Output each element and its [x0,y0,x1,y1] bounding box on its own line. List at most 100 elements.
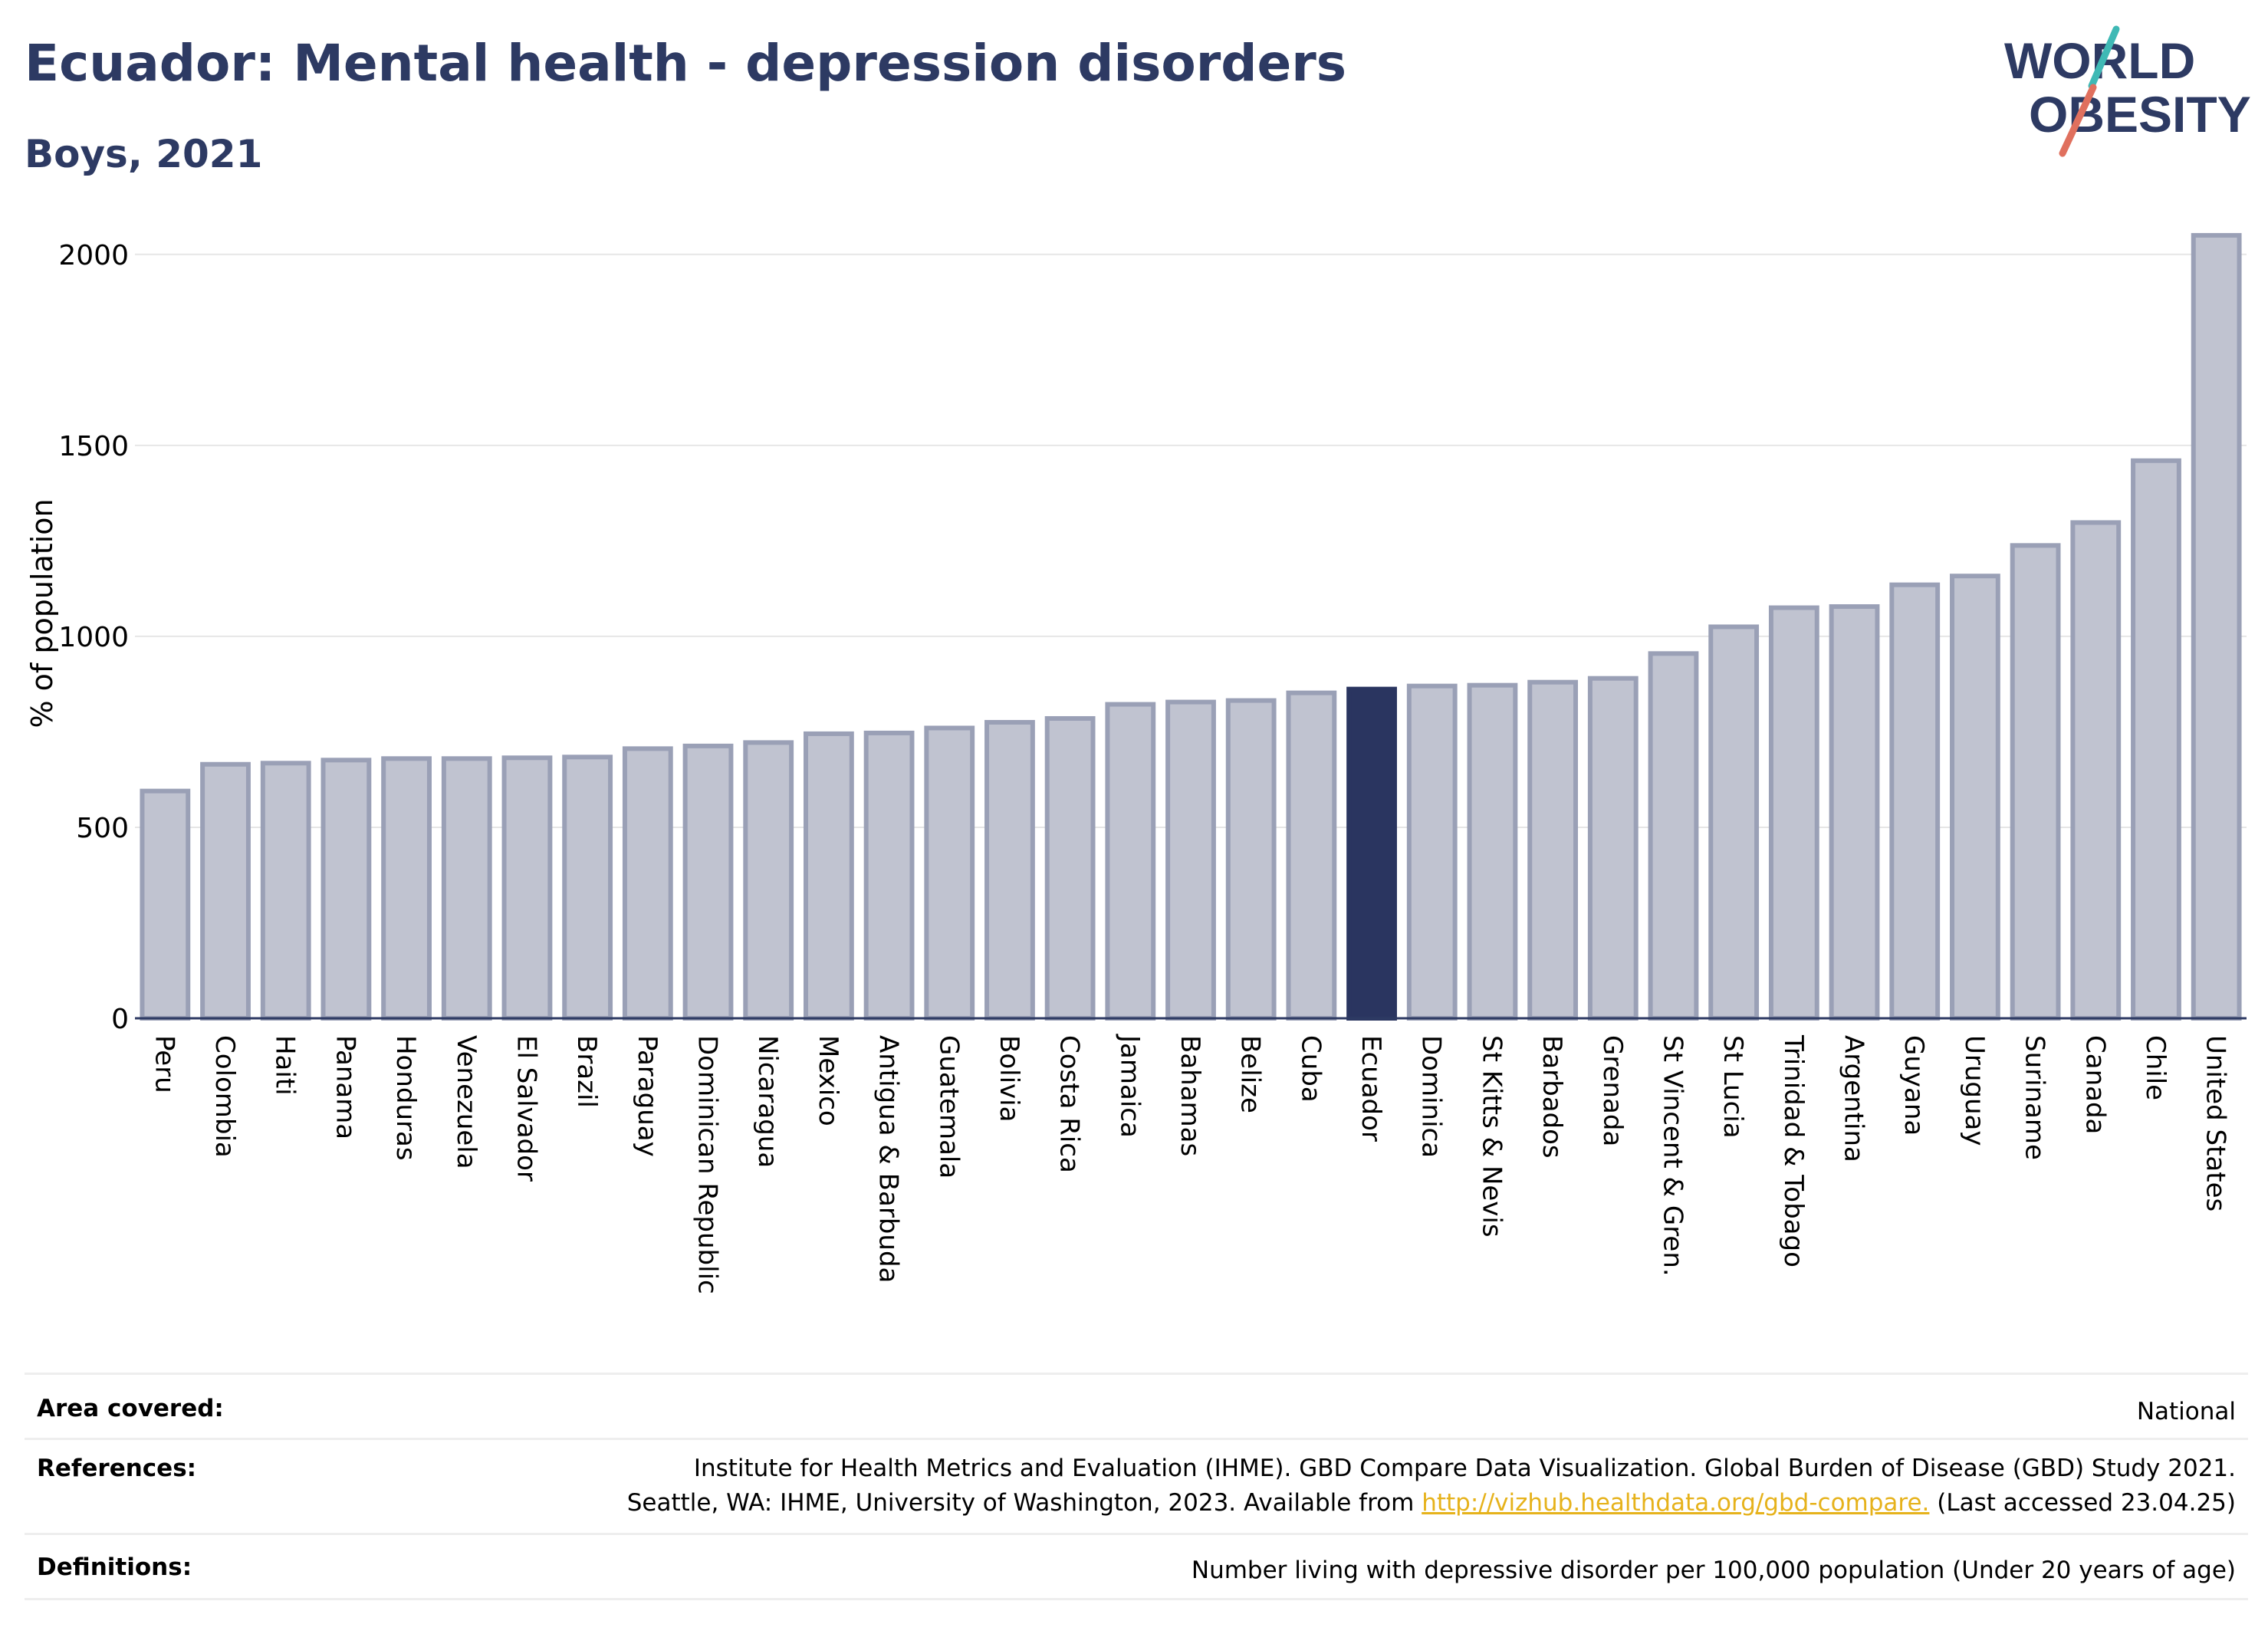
x-tick-label: Trinidad & Tobago [1778,1034,1809,1267]
x-tick-label: Dominica [1416,1035,1447,1158]
world-obesity-logo: WORLD OBESITY [2004,25,2251,157]
area-covered-value: National [2136,1398,2236,1425]
bar-uruguay [1950,574,2000,1021]
bar-bolivia [984,719,1035,1021]
x-axis-ticks: Peru Colombia Haiti Panama Honduras Venezuela… [149,1034,2230,1294]
footer-row-area: Area covered: National [25,1373,2248,1440]
references-line-2-end: (Last accessed 23.04.25) [1937,1488,2236,1517]
bar-panama [320,758,372,1021]
y-axis-ticks: 0 500 1000 1500 2000 [58,240,129,1035]
x-tick-label: Uruguay [1959,1035,1990,1146]
x-tick-label: United States [2201,1035,2231,1212]
x-tick-label: Barbados [1537,1035,1567,1159]
x-tick-label: Peru [149,1035,179,1093]
logo-slash-teal [2088,25,2120,90]
x-tick-label: St Kitts & Nevis [1476,1035,1507,1238]
x-tick-label: Suriname [2020,1035,2050,1160]
chart-subtitle: Boys, 2021 [25,132,263,176]
references-line-2: Seattle, WA: IHME, University of Washing… [627,1486,2236,1521]
bar-suriname [2010,543,2061,1021]
footer-row-definitions: Definitions: Number living with depressi… [25,1535,2248,1600]
x-tick-label: Colombia [209,1035,240,1158]
bar-paraguay [622,746,673,1021]
bar-jamaica [1105,702,1156,1021]
bar-mexico [803,731,854,1021]
x-tick-label: Panama [330,1035,360,1139]
x-tick-label: Grenada [1597,1035,1628,1146]
x-tick-label: Jamaica [1114,1034,1145,1138]
bar-haiti [260,761,311,1021]
bar-canada [2070,520,2122,1021]
bar-st-lucia [1708,624,1760,1021]
x-tick-label: Cuba [1295,1035,1326,1103]
references-line-1: Institute for Health Metrics and Evaluat… [693,1455,2236,1482]
x-tick-label: Bolivia [994,1035,1024,1122]
x-tick-label: El Salvador [511,1035,541,1182]
x-tick-label: Dominican Republic [692,1035,723,1294]
references-label: References: [37,1455,197,1482]
bar-colombia [200,761,251,1021]
bar-venezuela [441,756,492,1021]
area-covered-label: Area covered: [37,1395,224,1422]
references-text: Institute for Health Metrics and Evaluat… [627,1452,2236,1521]
x-tick-label: Bahamas [1175,1035,1205,1156]
bar-costa-rica [1044,715,1096,1021]
y-tick-label: 500 [76,813,129,844]
bar-guyana [1889,582,1941,1021]
definitions-value: Number living with depressive disorder p… [1191,1557,2236,1584]
bar-st-vincent-gren- [1648,651,1699,1021]
bar-ecuador [1346,686,1397,1021]
bar-cuba [1286,690,1337,1021]
x-tick-label: Costa Rica [1054,1035,1085,1173]
x-tick-label: Guyana [1898,1035,1929,1136]
bar-trinidad-tobago [1768,605,1819,1021]
x-tick-label: Argentina [1839,1035,1869,1162]
x-tick-label: Belize [1235,1035,1266,1113]
x-tick-label: Canada [2079,1035,2110,1134]
footer-row-references: References: Institute for Health Metrics… [25,1438,2248,1535]
references-line-2-start: Seattle, WA: IHME, University of Washing… [626,1488,1415,1517]
bars [140,232,2242,1021]
bar-argentina [1829,604,1880,1021]
bar-nicaragua [743,740,794,1021]
x-tick-label: St Vincent & Gren. [1657,1035,1688,1277]
y-tick-label: 0 [111,1004,129,1035]
chart-title: Ecuador: Mental health - depression diso… [25,34,1347,93]
x-tick-label: Haiti [270,1035,301,1096]
x-tick-label: Paraguay [632,1035,662,1157]
references-link[interactable]: http://vizhub.healthdata.org/gbd-compare… [1422,1488,1930,1517]
x-tick-label: Nicaragua [752,1035,783,1168]
x-tick-label: Antigua & Barbuda [873,1035,904,1283]
bar-belize [1225,698,1277,1021]
logo-slash-coral [2059,84,2097,157]
bar-bahamas [1165,699,1216,1021]
bar-peru [140,788,191,1021]
y-tick-label: 1500 [58,431,129,462]
bar-dominican-republic [682,743,734,1021]
bar-honduras [381,756,432,1021]
bar-brazil [562,755,613,1021]
bar-st-kitts-nevis [1467,682,1518,1021]
x-tick-label: Ecuador [1356,1035,1386,1142]
x-tick-label: Chile [2140,1035,2171,1100]
bar-antigua-barbuda [863,730,915,1021]
logo-word-obesity: OBESITY [2029,86,2251,143]
bar-el-salvador [501,755,553,1021]
bar-barbados [1527,679,1579,1021]
bar-grenada [1587,676,1639,1021]
x-tick-label: Mexico [813,1035,843,1126]
x-tick-label: Brazil [571,1035,602,1108]
x-tick-label: Guatemala [933,1035,964,1179]
y-axis-label: % of population [25,498,59,728]
x-tick-label: Honduras [390,1035,421,1161]
y-tick-label: 2000 [58,240,129,271]
definitions-label: Definitions: [37,1553,192,1581]
x-tick-label: Venezuela [451,1035,482,1169]
bar-dominica [1406,683,1458,1021]
x-tick-label: St Lucia [1717,1035,1748,1139]
bar-united-states [2191,232,2242,1021]
bar-chart: 0 500 1000 1500 2000 % of population Peru Col… [25,232,2247,1294]
bar-guatemala [924,725,975,1021]
bar-chile [2131,458,2181,1021]
y-tick-label: 1000 [58,622,129,653]
